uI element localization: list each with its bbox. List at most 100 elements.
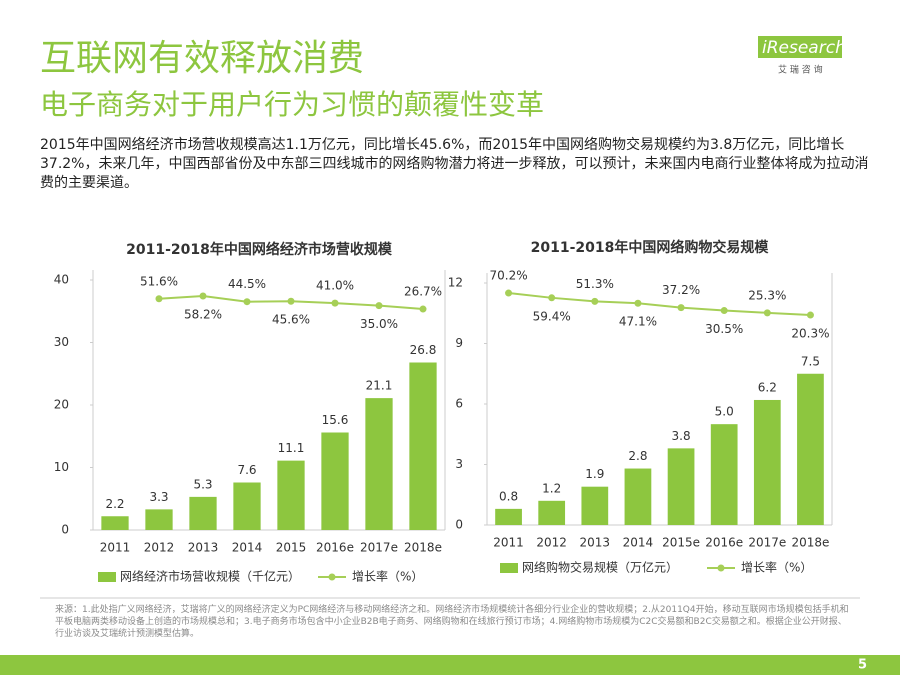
- y-tick-label: 9: [455, 336, 463, 350]
- legend-label: 网络购物交易规模（万亿元）: [522, 560, 678, 575]
- data-label: 1.9: [585, 467, 604, 481]
- line-point: [155, 295, 163, 303]
- data-label: 70.2%: [490, 269, 528, 283]
- bar: [189, 496, 217, 530]
- line-point: [806, 311, 814, 319]
- data-label: 7.6: [237, 463, 256, 477]
- line-point: [287, 297, 295, 305]
- data-label: 1.2: [542, 481, 561, 495]
- x-tick-label: 2014: [232, 541, 263, 555]
- data-label: 2.8: [628, 449, 647, 463]
- line: [508, 292, 811, 317]
- data-label: 26.8: [410, 343, 437, 357]
- bar: [797, 373, 824, 525]
- logo-box: [758, 36, 842, 58]
- data-label: 44.5%: [228, 277, 266, 291]
- data-label: 6.2: [758, 380, 777, 394]
- data-label: 3.8: [672, 429, 691, 443]
- x-tick-label: 2011: [100, 541, 131, 555]
- line-point: [375, 302, 383, 310]
- data-label: 2.2: [105, 497, 124, 511]
- x-tick-label: 2014: [623, 536, 654, 550]
- bar: [365, 398, 393, 530]
- line-point: [419, 305, 427, 313]
- bar: [753, 399, 781, 525]
- line-point: [331, 299, 339, 307]
- bar: [710, 424, 738, 525]
- y-tick-label: 6: [455, 397, 463, 411]
- data-label: 45.6%: [272, 313, 310, 327]
- line-point: [199, 292, 207, 300]
- data-label: 26.7%: [404, 285, 442, 299]
- x-tick-label: 2013: [188, 541, 219, 555]
- x-tick-label: 2015: [276, 541, 307, 555]
- data-label: 35.0%: [360, 317, 398, 331]
- x-tick-label: 2018e: [404, 541, 442, 555]
- legend-swatch: [500, 563, 518, 573]
- y-tick-label: 30: [54, 335, 69, 349]
- y-tick-label: 10: [54, 460, 69, 474]
- line-point: [677, 304, 685, 312]
- bar: [495, 508, 522, 525]
- line-point: [634, 299, 642, 307]
- data-label: 51.6%: [140, 274, 178, 288]
- legend-label: 网络经济市场营收规模（千亿元）: [120, 569, 300, 584]
- chart-title: 2011-2018年中国网络购物交易规模: [531, 239, 770, 256]
- chart-title: 2011-2018年中国网络经济市场营收规模: [126, 241, 393, 258]
- data-label: 21.1: [366, 379, 393, 393]
- bar: [145, 509, 173, 530]
- data-label: 7.5: [801, 354, 820, 368]
- bar: [409, 362, 437, 530]
- x-tick-label: 2018e: [791, 536, 829, 550]
- bar: [321, 432, 349, 530]
- y-tick-label: 12: [448, 276, 463, 290]
- bar: [667, 448, 695, 525]
- y-tick-label: 0: [61, 523, 69, 537]
- bar: [624, 468, 652, 525]
- legend-label: 增长率（%）: [352, 569, 423, 584]
- data-label: 59.4%: [533, 309, 571, 323]
- y-tick-label: 40: [54, 273, 69, 287]
- summary: 2015年中国网络经济市场营收规模高达1.1万亿元，同比增长45.6%，而201…: [40, 137, 869, 191]
- footnote: 来源：1.此处指广义网络经济，艾瑞将广义的网络经济定义为PC网络经济与移动网络经…: [55, 605, 849, 639]
- y-tick-label: 20: [54, 398, 69, 412]
- data-label: 47.1%: [619, 315, 657, 329]
- x-tick-label: 2016e: [316, 541, 354, 555]
- line-point: [763, 309, 771, 317]
- data-label: 58.2%: [184, 308, 222, 322]
- data-label: 11.1: [278, 441, 305, 455]
- data-label: 5.0: [715, 405, 734, 419]
- data-label: 25.3%: [748, 288, 786, 302]
- bar: [538, 500, 566, 525]
- data-label: 5.3: [193, 477, 212, 491]
- slide-title: 互联网有效释放消费: [40, 38, 364, 79]
- data-label: 15.6: [322, 413, 349, 427]
- x-tick-label: 2011: [493, 536, 524, 550]
- line-point: [243, 298, 251, 306]
- line-point: [591, 297, 599, 305]
- x-tick-label: 2012: [536, 536, 567, 550]
- x-tick-label: 2013: [580, 536, 611, 550]
- data-label: 41.0%: [316, 279, 354, 293]
- data-label: 51.3%: [576, 277, 614, 291]
- line-point: [720, 307, 728, 315]
- page-number: 5: [858, 658, 867, 673]
- logo-sub: 艾 瑞 咨 询: [778, 64, 823, 76]
- x-tick-label: 2016e: [705, 536, 743, 550]
- data-label: 20.3%: [791, 327, 829, 341]
- slide-subtitle: 电子商务对于用户行为习惯的颠覆性变革: [40, 88, 544, 121]
- legend-swatch: [328, 573, 336, 581]
- logo: iResearch: [762, 38, 846, 58]
- data-label: 30.5%: [705, 322, 743, 336]
- x-tick-label: 2012: [144, 541, 175, 555]
- x-tick-label: 2017e: [748, 536, 786, 550]
- data-label: 37.2%: [662, 283, 700, 297]
- bar: [277, 460, 305, 530]
- bar: [233, 482, 261, 530]
- line-point: [548, 294, 556, 302]
- x-tick-label: 2015e: [662, 536, 700, 550]
- line-point: [505, 289, 513, 297]
- bar: [581, 486, 609, 525]
